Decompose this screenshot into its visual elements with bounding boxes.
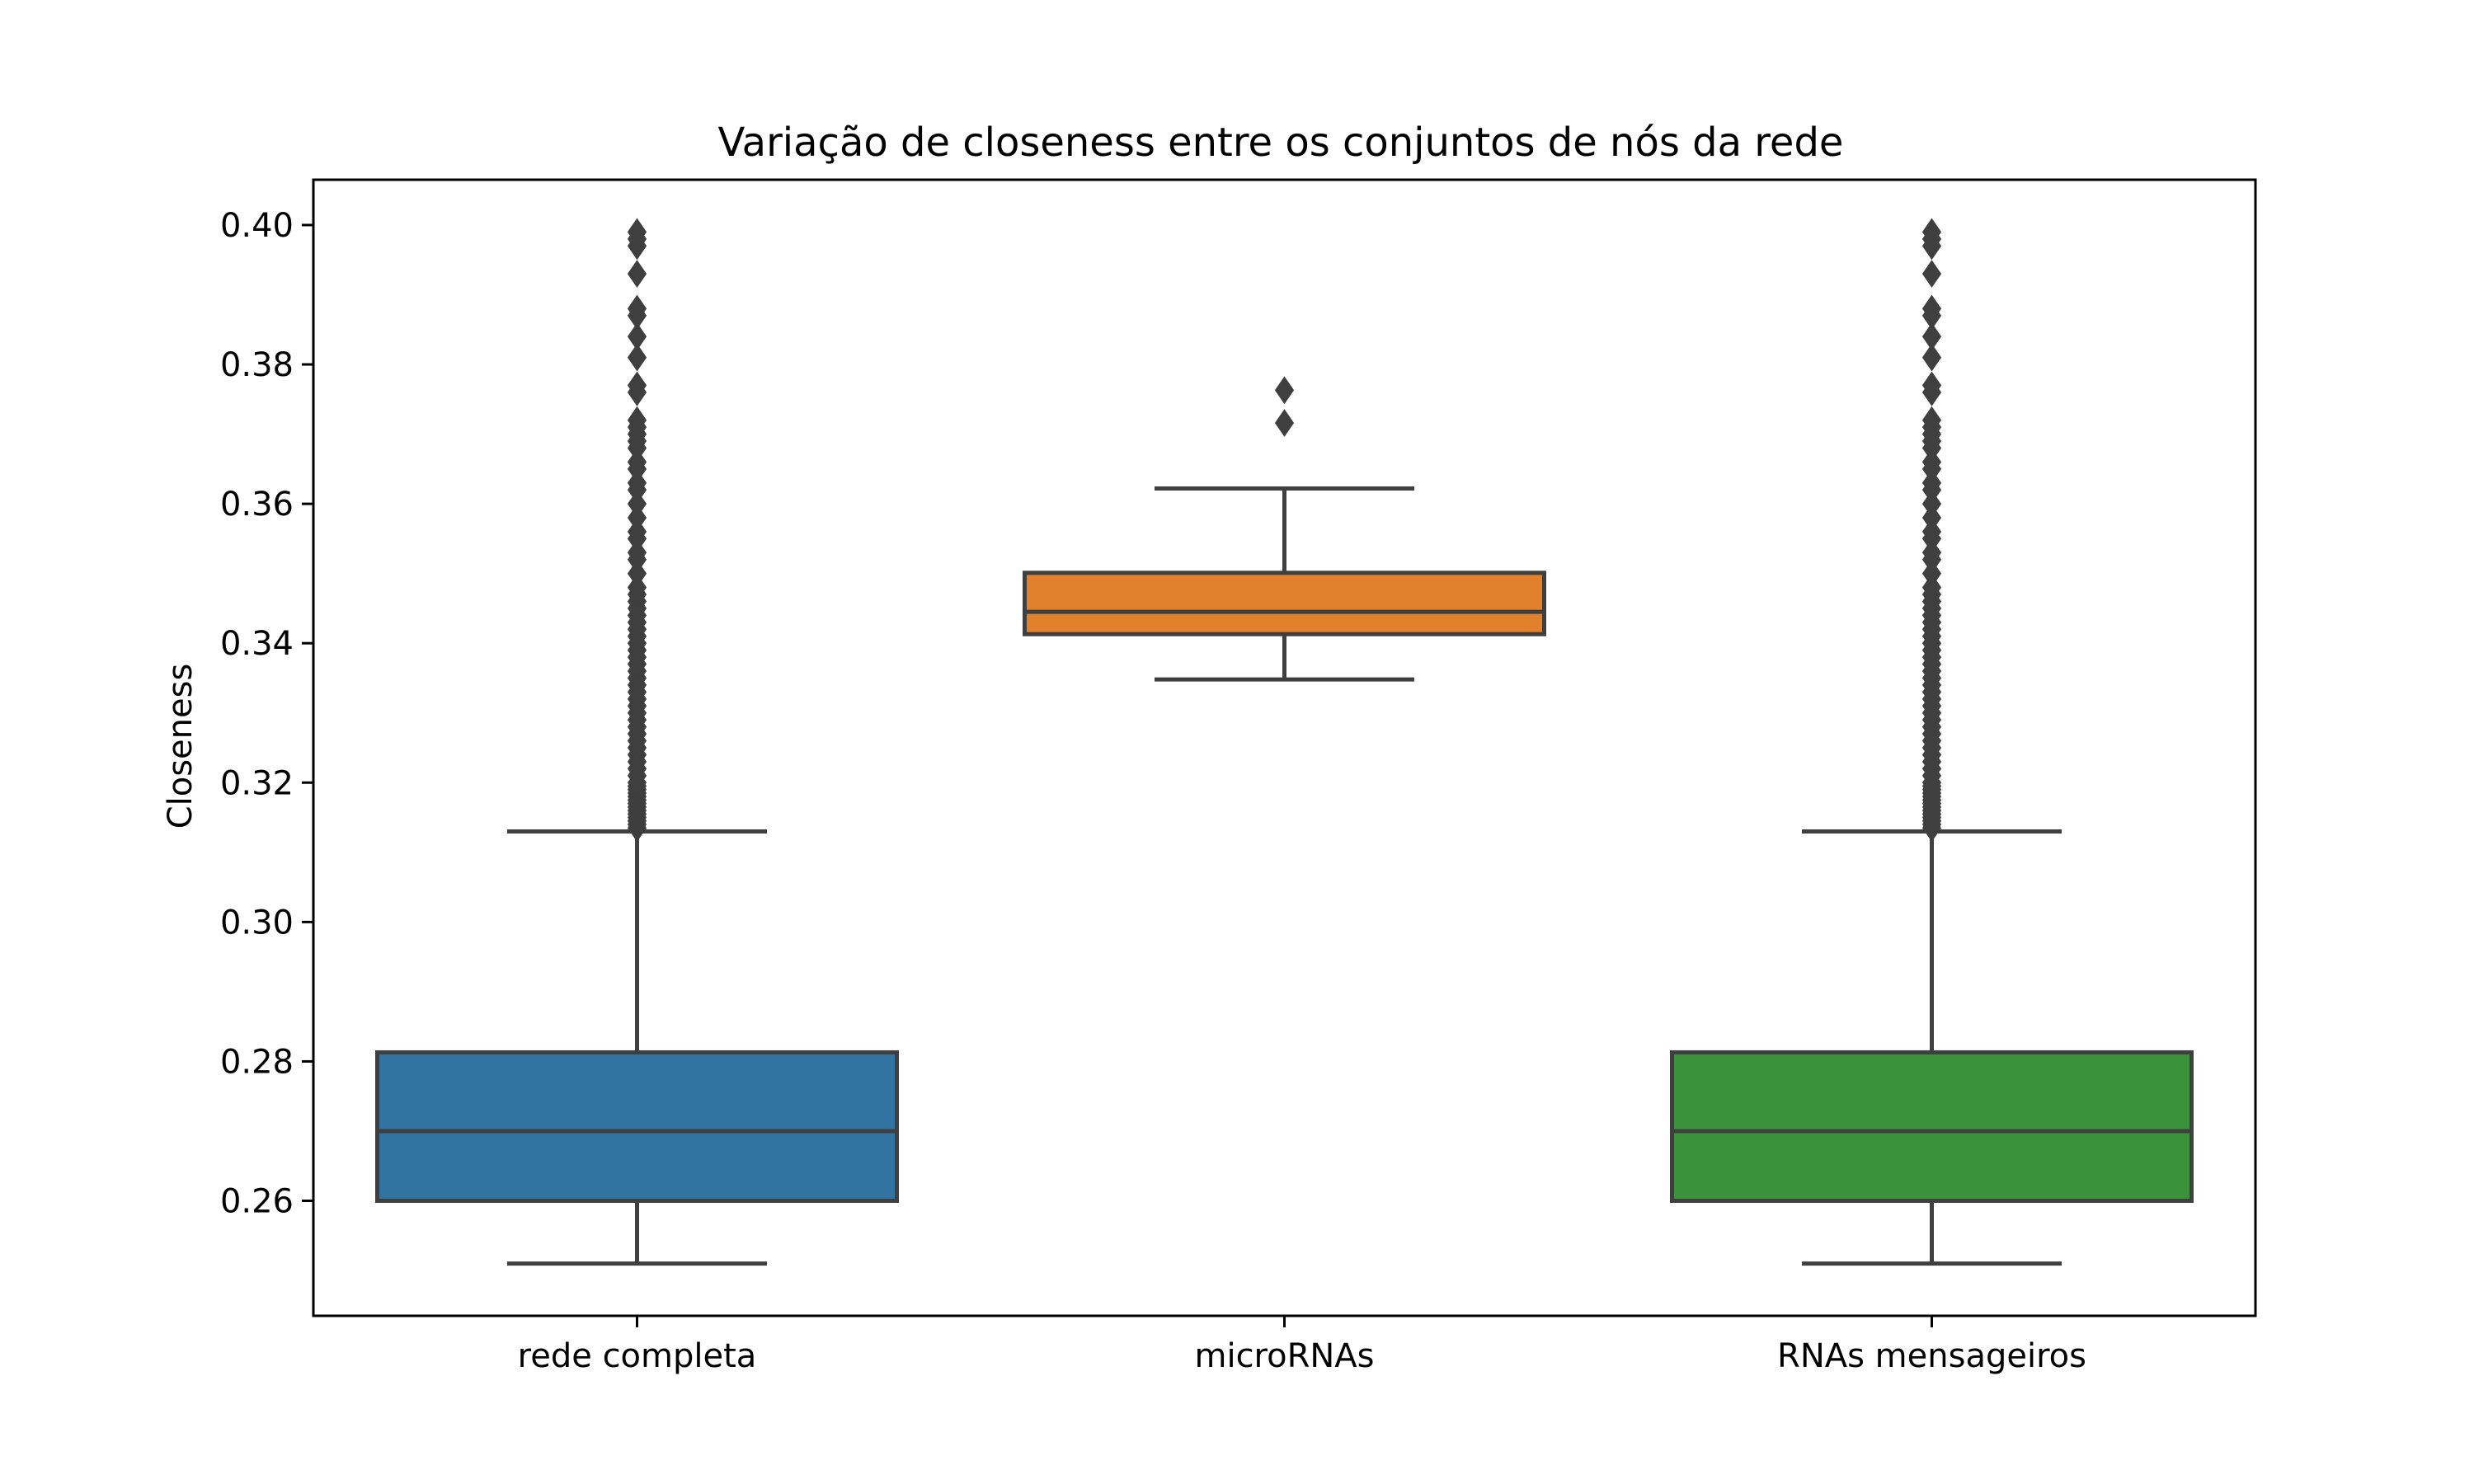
outlier-point xyxy=(1921,559,1942,588)
box-rede-completa xyxy=(375,829,899,1266)
outlier-point xyxy=(627,294,647,323)
outlier-point xyxy=(1921,518,1942,546)
outlier-point xyxy=(627,371,647,400)
outlier-point xyxy=(627,468,647,497)
box-iqr xyxy=(1023,571,1546,636)
y-axis-ticks: 0.26 0.28 0.30 0.32 0.34 0.36 0.38 0.40 xyxy=(220,207,313,1221)
outlier-point xyxy=(1921,538,1942,567)
outlier-point xyxy=(627,448,647,477)
y-tick-label: 0.38 xyxy=(220,346,294,384)
chart-title: Variação de closeness entre os conjuntos… xyxy=(718,120,1844,166)
outlier-point xyxy=(627,260,647,289)
outlier-point xyxy=(627,406,647,434)
outlier-point xyxy=(627,218,647,247)
y-tick-label: 0.34 xyxy=(220,625,294,663)
outlier-point xyxy=(1274,376,1295,405)
outlier-point xyxy=(627,322,647,351)
outlier-point xyxy=(1921,490,1942,518)
outliers-rede-completa xyxy=(627,218,647,843)
outlier-point xyxy=(627,559,647,588)
outlier-point xyxy=(627,343,647,372)
axes-group: 0.26 0.28 0.30 0.32 0.34 0.36 0.38 0.40 rede com… xyxy=(220,178,2257,1375)
outlier-point xyxy=(1274,409,1295,437)
x-tick-label: RNAs mensageiros xyxy=(1777,1337,2086,1375)
y-tick-label: 0.26 xyxy=(220,1183,294,1221)
outlier-point xyxy=(1921,371,1942,400)
outlier-point xyxy=(627,490,647,518)
outlier-point xyxy=(627,518,647,546)
outlier-point xyxy=(1921,468,1942,497)
y-tick-label: 0.40 xyxy=(220,207,294,245)
outlier-point xyxy=(627,504,647,532)
y-tick-label: 0.30 xyxy=(220,904,294,942)
box-iqr xyxy=(1670,1050,2194,1204)
outlier-point xyxy=(1921,343,1942,372)
outliers-micrornas xyxy=(1274,376,1295,437)
box-micrornas xyxy=(1023,486,1546,682)
outlier-point xyxy=(627,573,647,602)
x-axis-ticks: rede completa microRNAs RNAs mensageiros xyxy=(518,1316,2086,1375)
outlier-point xyxy=(1921,260,1942,289)
box-iqr xyxy=(375,1050,899,1204)
x-tick-label: microRNAs xyxy=(1194,1337,1374,1375)
outlier-point xyxy=(1921,322,1942,351)
outliers-group xyxy=(627,218,1942,843)
outlier-point xyxy=(1921,504,1942,532)
y-axis-label: Closeness xyxy=(162,664,200,829)
y-tick-label: 0.28 xyxy=(220,1043,294,1081)
x-tick-label: rede completa xyxy=(518,1337,757,1375)
outlier-point xyxy=(627,538,647,567)
outlier-point xyxy=(1921,448,1942,477)
box-rnas-mensageiros xyxy=(1670,829,2194,1266)
y-tick-label: 0.32 xyxy=(220,764,294,802)
outlier-point xyxy=(1921,294,1942,323)
outlier-point xyxy=(1921,406,1942,434)
outliers-rnas-mensageiros xyxy=(1921,218,1942,843)
boxes-group xyxy=(375,486,2194,1266)
outlier-point xyxy=(1921,573,1942,602)
outlier-point xyxy=(1921,218,1942,247)
y-tick-label: 0.36 xyxy=(220,486,294,524)
